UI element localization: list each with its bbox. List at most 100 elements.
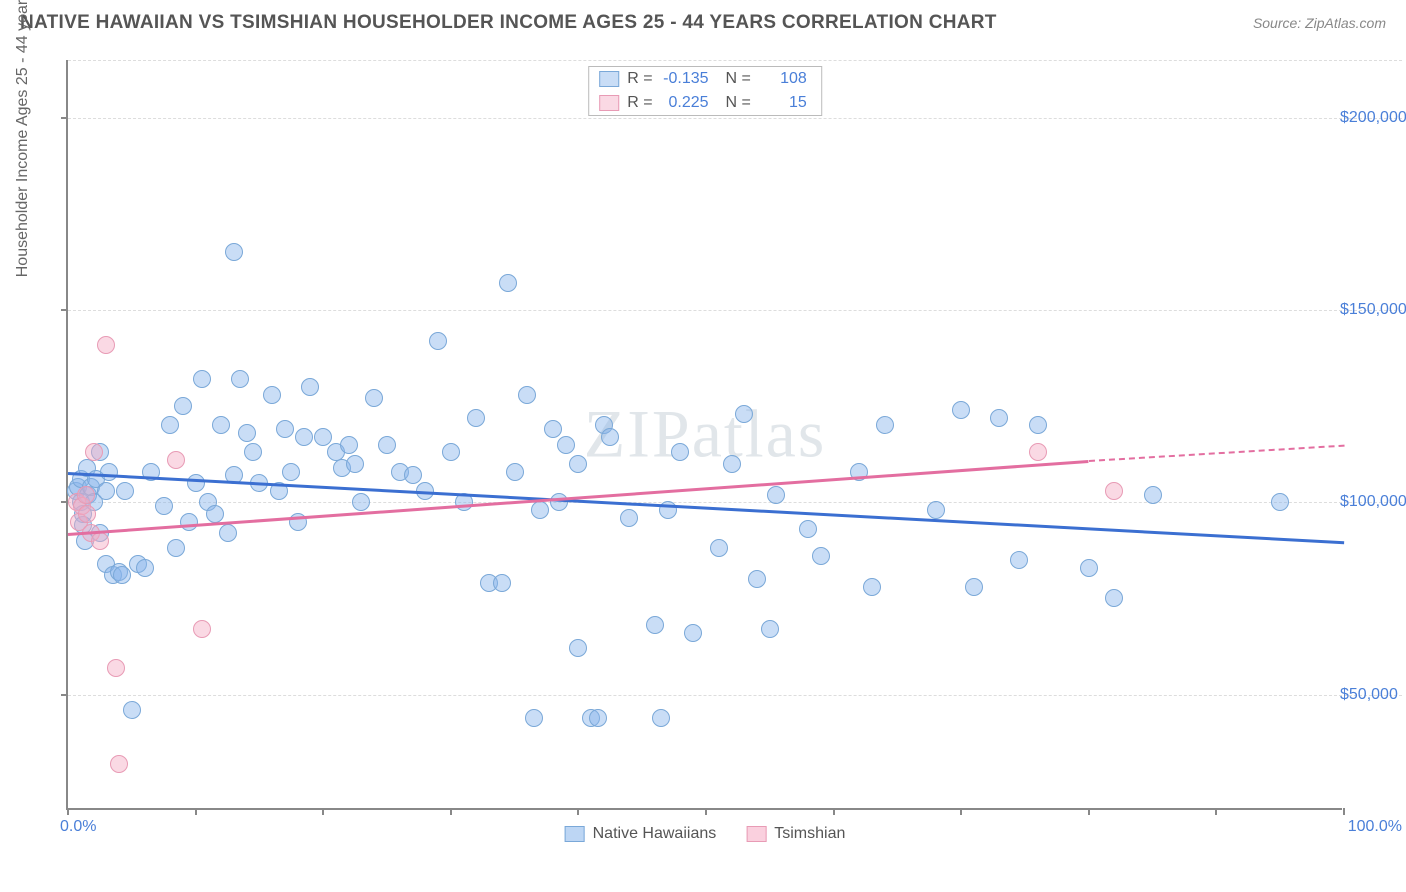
y-tick-label: $100,000 bbox=[1340, 493, 1406, 511]
scatter-point bbox=[927, 501, 945, 519]
scatter-point bbox=[652, 709, 670, 727]
scatter-point bbox=[601, 428, 619, 446]
x-tick-mark bbox=[450, 808, 452, 815]
scatter-point bbox=[1144, 486, 1162, 504]
scatter-point bbox=[314, 428, 332, 446]
y-axis-label: Householder Income Ages 25 - 44 years bbox=[14, 0, 32, 277]
scatter-point bbox=[684, 624, 702, 642]
r-value: 0.225 bbox=[661, 94, 709, 112]
scatter-point bbox=[78, 505, 96, 523]
scatter-point bbox=[1080, 559, 1098, 577]
y-tick-label: $50,000 bbox=[1340, 686, 1406, 704]
r-label: R = bbox=[627, 94, 652, 112]
scatter-point bbox=[761, 620, 779, 638]
scatter-point bbox=[113, 566, 131, 584]
scatter-point bbox=[506, 463, 524, 481]
source-label: Source: ZipAtlas.com bbox=[1253, 15, 1386, 31]
scatter-point bbox=[116, 482, 134, 500]
scatter-point bbox=[110, 755, 128, 773]
gridline-horizontal bbox=[68, 695, 1402, 696]
scatter-point bbox=[646, 616, 664, 634]
scatter-point bbox=[238, 424, 256, 442]
y-tick-mark bbox=[61, 309, 68, 311]
scatter-point bbox=[97, 336, 115, 354]
scatter-point bbox=[531, 501, 549, 519]
scatter-point bbox=[965, 578, 983, 596]
scatter-point bbox=[767, 486, 785, 504]
legend-item: Tsimshian bbox=[746, 825, 845, 843]
scatter-point bbox=[193, 370, 211, 388]
scatter-point bbox=[1105, 482, 1123, 500]
scatter-point bbox=[123, 701, 141, 719]
scatter-chart: ZIPatlas $50,000$100,000$150,000$200,000… bbox=[66, 60, 1342, 810]
scatter-point bbox=[525, 709, 543, 727]
scatter-point bbox=[1029, 443, 1047, 461]
x-tick-mark bbox=[833, 808, 835, 815]
scatter-point bbox=[282, 463, 300, 481]
series-legend: Native Hawaiians Tsimshian bbox=[565, 825, 846, 843]
scatter-point bbox=[295, 428, 313, 446]
scatter-point bbox=[340, 436, 358, 454]
scatter-point bbox=[723, 455, 741, 473]
x-tick-mark bbox=[1215, 808, 1217, 815]
scatter-point bbox=[550, 493, 568, 511]
scatter-point bbox=[499, 274, 517, 292]
scatter-point bbox=[589, 709, 607, 727]
scatter-point bbox=[136, 559, 154, 577]
scatter-point bbox=[863, 578, 881, 596]
n-label: N = bbox=[717, 94, 751, 112]
y-tick-mark bbox=[61, 694, 68, 696]
x-tick-mark bbox=[1088, 808, 1090, 815]
gridline-horizontal bbox=[68, 60, 1402, 61]
scatter-point bbox=[442, 443, 460, 461]
legend-label: Tsimshian bbox=[774, 825, 845, 843]
scatter-point bbox=[1010, 551, 1028, 569]
scatter-point bbox=[107, 659, 125, 677]
x-tick-mark bbox=[67, 808, 69, 815]
scatter-point bbox=[100, 463, 118, 481]
scatter-point bbox=[735, 405, 753, 423]
scatter-point bbox=[876, 416, 894, 434]
gridline-horizontal bbox=[68, 118, 1402, 119]
r-label: R = bbox=[627, 70, 652, 88]
scatter-point bbox=[812, 547, 830, 565]
scatter-point bbox=[206, 505, 224, 523]
scatter-point bbox=[799, 520, 817, 538]
scatter-point bbox=[263, 386, 281, 404]
x-tick-mark bbox=[577, 808, 579, 815]
scatter-point bbox=[155, 497, 173, 515]
scatter-point bbox=[429, 332, 447, 350]
legend-label: Native Hawaiians bbox=[593, 825, 717, 843]
scatter-point bbox=[91, 532, 109, 550]
scatter-point bbox=[212, 416, 230, 434]
correlation-legend: R =-0.135 N =108R =0.225 N =15 bbox=[588, 66, 822, 116]
x-tick-label-max: 100.0% bbox=[1348, 818, 1402, 836]
scatter-point bbox=[77, 486, 95, 504]
x-tick-label-min: 0.0% bbox=[60, 818, 96, 836]
scatter-point bbox=[620, 509, 638, 527]
n-value: 108 bbox=[759, 70, 807, 88]
chart-title: NATIVE HAWAIIAN VS TSIMSHIAN HOUSEHOLDER… bbox=[20, 12, 997, 34]
watermark: ZIPatlas bbox=[584, 395, 827, 474]
scatter-point bbox=[187, 474, 205, 492]
legend-swatch bbox=[599, 71, 619, 87]
x-tick-mark bbox=[195, 808, 197, 815]
scatter-point bbox=[710, 539, 728, 557]
scatter-point bbox=[219, 524, 237, 542]
scatter-point bbox=[193, 620, 211, 638]
legend-swatch bbox=[565, 826, 585, 842]
scatter-point bbox=[467, 409, 485, 427]
scatter-point bbox=[352, 493, 370, 511]
y-tick-label: $200,000 bbox=[1340, 109, 1406, 127]
legend-swatch bbox=[746, 826, 766, 842]
scatter-point bbox=[544, 420, 562, 438]
scatter-point bbox=[671, 443, 689, 461]
scatter-point bbox=[225, 243, 243, 261]
scatter-point bbox=[346, 455, 364, 473]
scatter-point bbox=[557, 436, 575, 454]
legend-row: R =0.225 N =15 bbox=[589, 91, 821, 115]
scatter-point bbox=[97, 482, 115, 500]
n-label: N = bbox=[717, 70, 751, 88]
scatter-point bbox=[167, 451, 185, 469]
scatter-point bbox=[493, 574, 511, 592]
